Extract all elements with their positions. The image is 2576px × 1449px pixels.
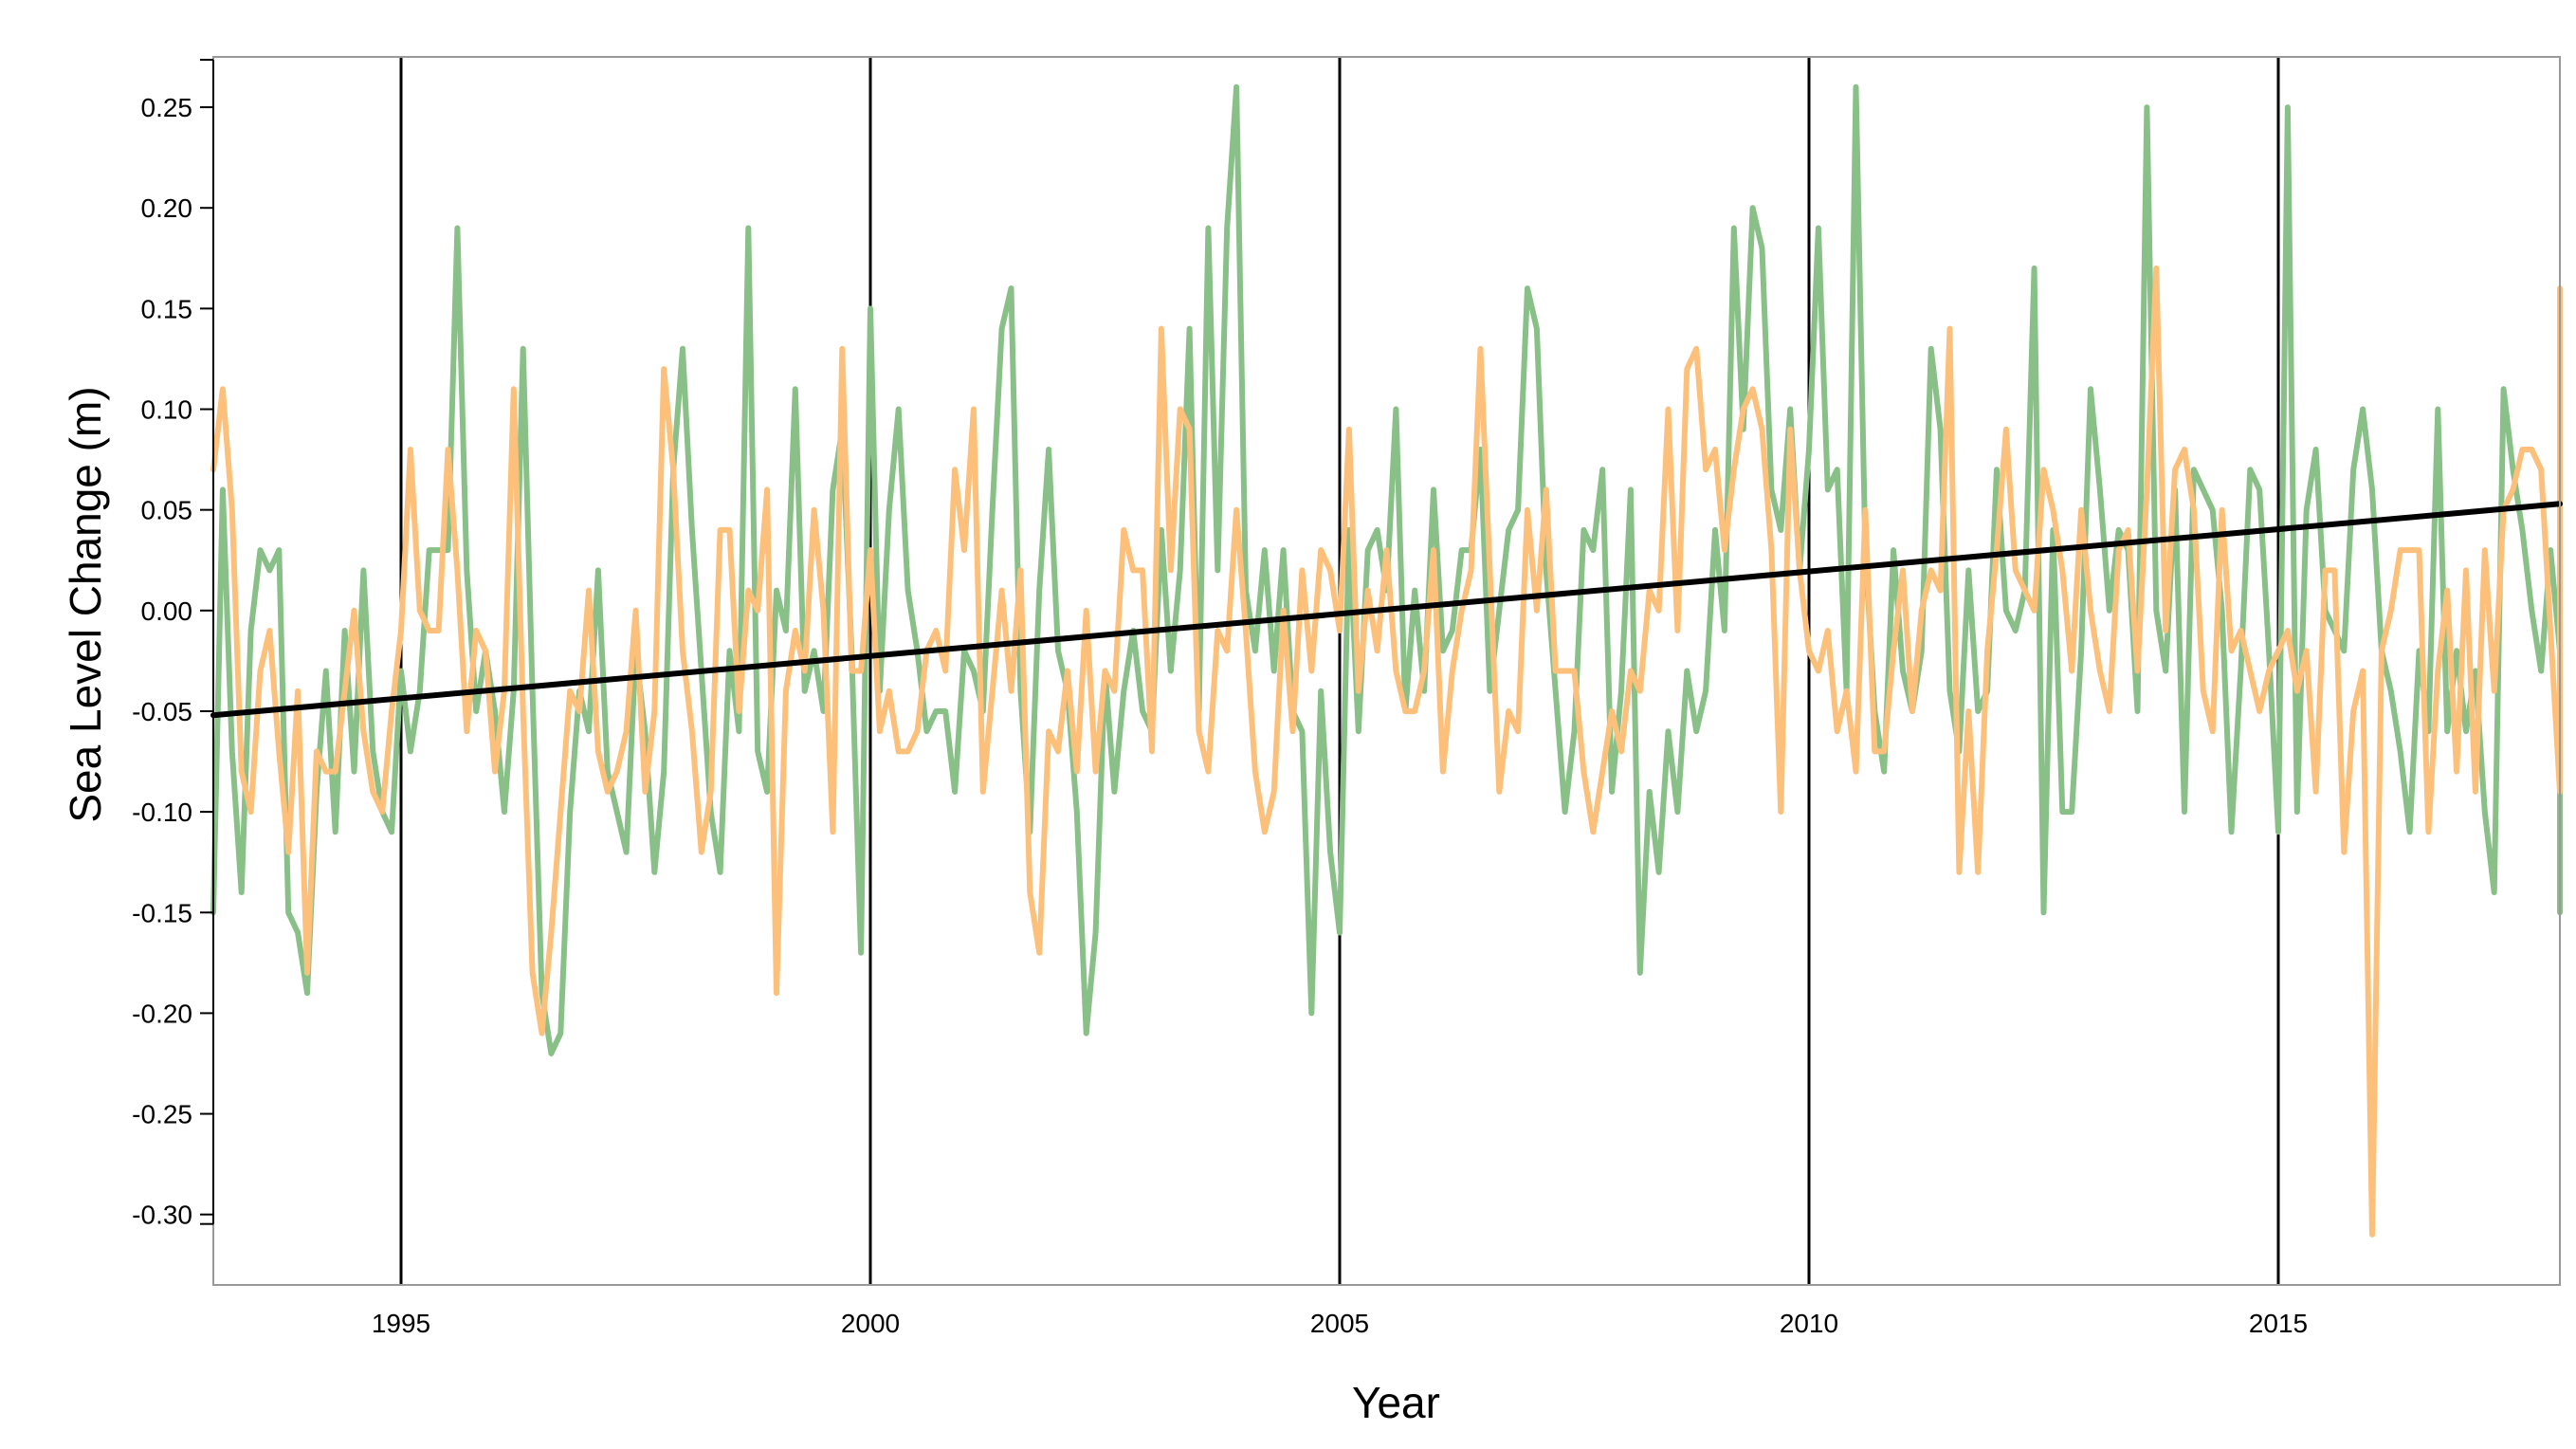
x-axis-title: Year [1352,1378,1440,1427]
y-tick-label: 0.20 [141,193,193,223]
y-tick-label: -0.05 [132,697,192,726]
y-tick-label: 0.15 [141,294,193,323]
y-tick-label: 0.25 [141,93,193,122]
x-axis: 1995 2000 2005 2010 2015 [372,1309,2308,1338]
x-tick-label: 2015 [2249,1309,2308,1338]
series-line-2 [210,265,2563,1238]
y-tick-label: 0.00 [141,596,193,626]
trend-line [210,501,2563,719]
y-tick-label: 0.05 [141,496,193,525]
series-layer [210,83,2563,1238]
trend-layer [210,501,2563,719]
x-tick-label: 2005 [1310,1309,1369,1338]
y-tick-label: -0.30 [132,1201,192,1230]
y-tick-label: -0.20 [132,999,192,1028]
plot-frame [212,56,2561,1286]
y-tick-label: -0.25 [132,1100,192,1129]
y-tick-label: -0.15 [132,898,192,927]
y-tick-label: -0.10 [132,798,192,827]
y-axis: 0.25 0.20 0.15 0.10 0.05 0.00 -0.05 -0.10 -0.15 -… [132,59,214,1230]
y-tick-label: 0.10 [141,395,193,425]
x-tick-label: 1995 [372,1309,430,1338]
x-tick-label: 2010 [1780,1309,1838,1338]
x-tick-label: 2000 [841,1309,900,1338]
y-axis-title: Sea Level Change (m) [61,386,110,822]
